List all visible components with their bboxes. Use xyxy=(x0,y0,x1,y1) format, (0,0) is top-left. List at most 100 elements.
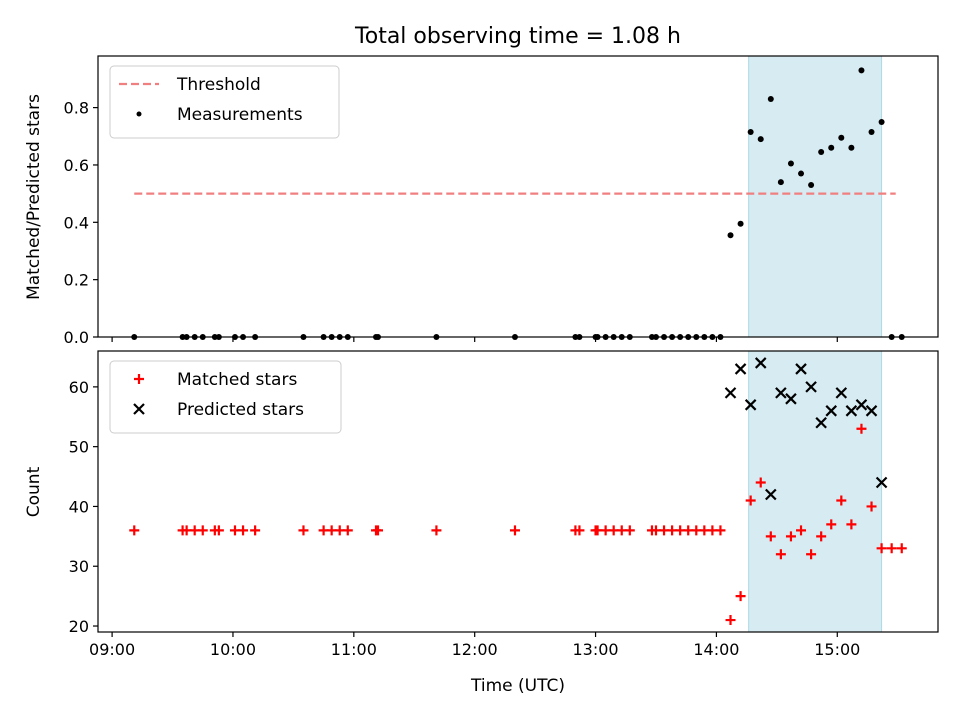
observing-span xyxy=(748,55,883,338)
x-axis-label: Time (UTC) xyxy=(470,676,565,696)
series-predicted-stars xyxy=(724,357,888,501)
predicted-star-marker xyxy=(865,405,878,417)
matched-star-marker xyxy=(715,525,726,536)
legend-measurement-swatch xyxy=(136,111,142,117)
predicted-star-marker xyxy=(754,357,767,369)
measurement-point xyxy=(878,118,885,125)
legend: Threshold Measurements xyxy=(109,65,340,139)
measurement-point xyxy=(828,144,835,151)
x-tick-label: 15:00 xyxy=(814,640,860,659)
x-tick-label: 10:00 xyxy=(210,640,256,659)
x-tick-label: 11:00 xyxy=(331,640,377,659)
predicted-star-marker xyxy=(825,405,838,417)
matched-star-marker xyxy=(431,525,442,536)
measurement-point xyxy=(858,67,865,74)
matched-star-marker xyxy=(250,525,261,536)
legend-label: Predicted stars xyxy=(177,400,304,420)
axes-frame xyxy=(97,55,939,338)
legend-box xyxy=(109,360,342,434)
legend: Matched stars Predicted stars xyxy=(109,360,342,434)
matched-star-marker xyxy=(509,525,520,536)
y-tick-label: 0.6 xyxy=(64,156,89,175)
y-tick-label: 0.8 xyxy=(64,99,89,118)
x-tick-label: 09:00 xyxy=(89,640,135,659)
matched-star-marker xyxy=(775,549,786,560)
y-tick-label: 0.2 xyxy=(64,271,89,290)
matched-star-marker xyxy=(886,543,897,554)
x-tick-label: 14:00 xyxy=(693,640,739,659)
matched-star-marker xyxy=(342,525,353,536)
x-tick-label: 13:00 xyxy=(572,640,618,659)
y-tick-label: 40 xyxy=(69,497,89,516)
predicted-star-marker xyxy=(845,405,858,417)
legend-label: Measurements xyxy=(177,105,303,125)
predicted-star-marker xyxy=(765,488,777,501)
matched-star-marker xyxy=(129,525,140,536)
matched-star-marker xyxy=(826,519,837,530)
measurement-point xyxy=(757,136,764,143)
legend-matched-swatch xyxy=(134,374,144,384)
predicted-star-marker xyxy=(734,363,747,375)
measurement-point xyxy=(798,170,805,177)
matched-star-marker xyxy=(725,615,736,626)
measurement-point xyxy=(868,128,875,135)
y-tick-label: 0.4 xyxy=(64,213,89,232)
measurement-point xyxy=(848,144,855,151)
predicted-star-marker xyxy=(795,363,807,375)
y-axis-label-bottom: Count xyxy=(24,466,44,517)
observing-span xyxy=(748,350,883,633)
matched-star-marker xyxy=(866,501,877,512)
series-matched-stars xyxy=(129,423,907,626)
predicted-star-marker xyxy=(775,387,787,399)
matched-star-marker xyxy=(735,591,746,602)
predicted-star-marker xyxy=(805,381,817,393)
measurement-point xyxy=(777,179,784,186)
predicted-star-marker xyxy=(785,393,797,405)
matched-star-marker xyxy=(896,543,907,554)
subplot-counts: 20 30 40 50 60 09:00 10:00 11:00 12:00 13:00 14:00… xyxy=(69,350,939,659)
y-tick-label: 0.0 xyxy=(64,328,89,347)
matched-star-marker xyxy=(745,495,756,506)
matched-star-marker xyxy=(785,531,796,542)
predicted-star-marker xyxy=(815,416,827,429)
measurement-point xyxy=(747,128,754,135)
matched-star-marker xyxy=(796,525,807,536)
x-tick-label: 12:00 xyxy=(452,640,498,659)
matched-star-marker xyxy=(856,423,867,434)
matched-star-marker xyxy=(755,477,766,488)
matched-star-marker xyxy=(624,525,635,536)
predicted-star-marker xyxy=(724,387,737,399)
predicted-star-marker xyxy=(744,399,757,411)
predicted-star-marker xyxy=(835,387,848,399)
subplot-ratio: 0.0 0.2 0.4 0.6 0.8 Threshold Measurements xyxy=(64,55,939,347)
measurement-point xyxy=(767,96,774,103)
y-tick-label: 20 xyxy=(69,617,89,636)
series-measurements xyxy=(131,67,905,340)
y-tick-label: 60 xyxy=(69,378,89,397)
matched-star-marker xyxy=(876,543,887,554)
matched-star-marker xyxy=(765,531,776,542)
matched-star-marker xyxy=(816,531,827,542)
matched-star-marker xyxy=(213,525,224,536)
measurement-point xyxy=(737,220,744,227)
legend-label: Matched stars xyxy=(177,370,297,390)
legend-box xyxy=(109,65,340,139)
matched-star-marker xyxy=(574,525,585,536)
axes-frame xyxy=(97,350,939,633)
matched-star-marker xyxy=(373,525,383,536)
matched-star-marker xyxy=(836,495,847,506)
predicted-star-marker xyxy=(855,399,868,411)
measurement-point xyxy=(818,149,825,156)
measurement-point xyxy=(838,134,845,141)
matched-star-marker xyxy=(238,525,249,536)
matched-star-marker xyxy=(846,519,857,530)
predicted-star-marker xyxy=(875,476,888,489)
y-axis-label-top: Matched/Predicted stars xyxy=(24,94,44,300)
y-tick-label: 50 xyxy=(69,438,89,457)
legend-predicted-swatch xyxy=(133,403,145,415)
matched-star-marker xyxy=(298,525,309,536)
measurement-point xyxy=(787,160,794,167)
legend-label: Threshold xyxy=(176,75,261,95)
matched-star-marker xyxy=(197,525,208,536)
